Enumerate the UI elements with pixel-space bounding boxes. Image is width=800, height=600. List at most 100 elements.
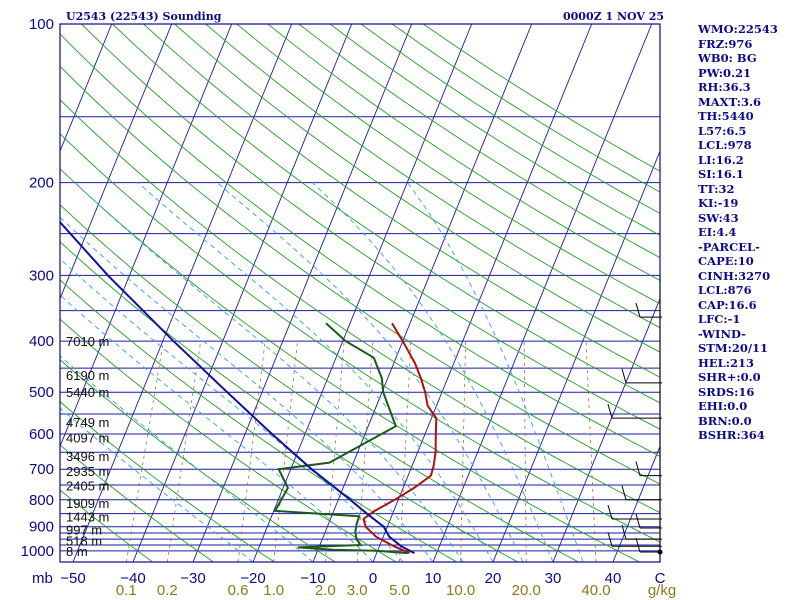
pressure-tick-label: 800 <box>29 492 54 509</box>
temperature-tick-label: 40 <box>605 570 622 587</box>
temperature-tick-label: −30 <box>180 570 205 587</box>
dry-adiabat <box>60 33 660 457</box>
isotherm-line <box>132 24 353 562</box>
pressure-tick-label: 700 <box>29 461 54 478</box>
pressure-tick-label: 300 <box>29 267 54 284</box>
dry-adiabat <box>60 65 660 485</box>
index-item: SW:43 <box>698 210 739 225</box>
dewpoint-line <box>273 322 408 555</box>
wind-calm-marker <box>657 549 663 555</box>
dry-adiabat <box>60 241 518 562</box>
index-item: HEL:213 <box>698 355 754 370</box>
mixing-ratio-tick-label: 20.0 <box>512 582 541 599</box>
temperature-tick-label: 0 <box>369 570 377 587</box>
dry-adiabat <box>205 24 660 329</box>
index-item: TT:32 <box>698 181 735 196</box>
mixing-ratio-tick-label: 0.6 <box>228 582 249 599</box>
height-label: 3496 m <box>66 449 109 464</box>
index-item: SHR+:0.0 <box>698 370 761 384</box>
height-label: 5440 m <box>66 385 109 400</box>
isotherm-line <box>612 445 660 562</box>
index-item: FRZ:976 <box>698 36 753 51</box>
index-item: LCL:978 <box>698 138 752 152</box>
wind-barb-feather <box>635 302 641 318</box>
height-label: 518 m <box>66 533 102 548</box>
dry-adiabat <box>60 133 660 543</box>
index-item: WMO:22543 <box>698 22 778 36</box>
parcel-line <box>60 220 415 554</box>
index-item: CINH:3270 <box>698 268 771 283</box>
height-label: 1443 m <box>66 509 109 524</box>
temperature-tick-label: 10 <box>425 570 442 587</box>
index-item: BRN:0.0 <box>698 413 752 428</box>
mixing-ratio-line <box>523 341 527 562</box>
moist-adiabat <box>216 182 524 562</box>
pressure-tick-label: 900 <box>29 519 54 536</box>
isotherm-line <box>60 24 173 300</box>
wind-barb-feather <box>607 504 613 520</box>
dry-adiabat <box>112 24 660 404</box>
temperature-tick-label: −50 <box>60 570 85 587</box>
moist-adiabat <box>60 258 404 562</box>
height-label: 1909 m <box>66 496 109 511</box>
pressure-tick-label: 1000 <box>21 543 54 560</box>
mixing-ratio-line <box>166 341 202 562</box>
mixing-ratio-tick-label: 0.1 <box>116 582 137 599</box>
height-label: 7010 m <box>66 334 109 349</box>
wind-barb-feather <box>621 368 627 384</box>
index-item: CAP:16.6 <box>698 297 757 312</box>
isotherm-line <box>72 24 293 562</box>
chart-datetime: 0000Z 1 NOV 25 <box>563 10 664 23</box>
wind-barb-feather <box>621 524 627 540</box>
isotherm-line <box>432 24 653 562</box>
wind-barb-feather <box>635 513 641 529</box>
mixing-ratio-tick-label: 3.0 <box>347 582 368 599</box>
chart-labels: 0.1 0.2 0.6 1.0 2.0 3.0 5.0 10.0 20.0 40.0 g/kg100… <box>21 16 677 599</box>
temperature-line <box>362 322 438 555</box>
temperature-tick-label: −40 <box>120 570 145 587</box>
dry-adiabat <box>298 24 660 259</box>
mixing-ratio-line <box>399 341 412 562</box>
wind-barb-feather <box>621 485 627 500</box>
moist-adiabat <box>60 355 314 562</box>
plot-frame <box>59 23 661 563</box>
dry-adiabat <box>143 24 660 378</box>
moist-adiabat <box>74 182 464 562</box>
mixing-ratio-tick-label: 2.0 <box>315 582 336 599</box>
index-item: STM:20/11 <box>698 341 769 355</box>
dry-adiabat <box>81 24 660 430</box>
mixing-ratio-tick-label: 40.0 <box>581 582 610 599</box>
moist-adiabat <box>407 182 584 562</box>
chart-grid <box>60 24 660 562</box>
dry-adiabat <box>267 24 660 282</box>
height-label: 4749 m <box>66 415 109 430</box>
wind-barb-feather <box>635 537 641 553</box>
temperature-tick-label: 30 <box>545 570 562 587</box>
index-item: EI:4.4 <box>698 225 737 239</box>
mixing-ratio-line <box>460 341 467 562</box>
dry-adiabat <box>60 401 275 562</box>
index-item: SI:16.1 <box>698 167 744 181</box>
isotherm-line <box>252 24 473 562</box>
temperature-tick-label: −20 <box>240 570 265 587</box>
wind-barb-feather <box>607 404 613 419</box>
pressure-tick-label: 600 <box>29 426 54 443</box>
height-label: 2935 m <box>66 464 109 479</box>
wind-barb-feather <box>607 532 613 547</box>
mixing-ratio-line <box>273 341 298 562</box>
index-item: RH:36.3 <box>698 80 751 94</box>
mixing-ratio-line <box>585 341 597 562</box>
chart-title: U2543 (22543) Sounding <box>66 10 222 23</box>
mixing-ratio-unit: g/kg <box>648 582 676 599</box>
mixing-ratio-line <box>237 341 266 562</box>
mixing-ratio-tick-label: 5.0 <box>389 582 410 599</box>
index-item: EHI:0.0 <box>698 399 748 413</box>
isotherm-line <box>60 24 233 448</box>
temperature-tick-label: 20 <box>485 570 502 587</box>
index-item: MAXT:3.6 <box>698 94 761 109</box>
index-item: BSHR:364 <box>698 428 765 442</box>
pressure-unit-label: mb <box>32 570 53 587</box>
dry-adiabat <box>60 279 458 562</box>
isotherm-line <box>552 297 660 562</box>
isotherm-line <box>192 24 413 562</box>
